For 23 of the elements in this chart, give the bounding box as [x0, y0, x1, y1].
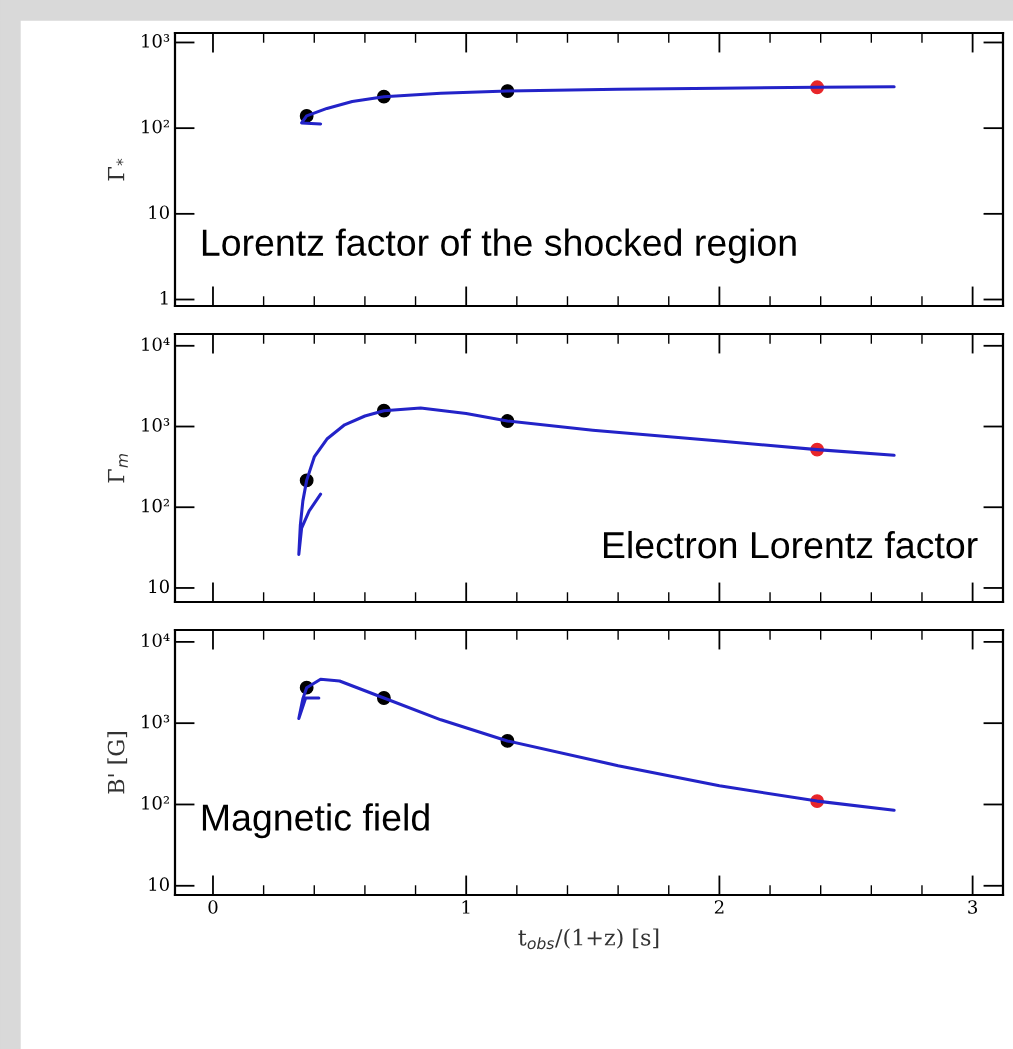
y-tick-label: 10² — [142, 796, 169, 810]
y-axis-title: Γ$_{*}$ — [107, 158, 125, 181]
y-tick-label: 10⁴ — [142, 633, 170, 648]
y-tick-label: 10 — [149, 579, 169, 594]
y-tick-label: 10⁴ — [142, 337, 170, 352]
y-tick-label: 10 — [149, 877, 169, 892]
x-tick-label: 0 — [208, 900, 218, 914]
annotation: Magnetic field — [202, 803, 429, 839]
y-tick-label: 10³ — [142, 34, 170, 48]
x-tick-label: 3 — [968, 900, 978, 914]
x-tick-label: 1 — [462, 900, 470, 914]
y-tick-label: 10³ — [142, 418, 170, 432]
x-axis-title: t$_{obs}$/(1+z) [s] — [518, 928, 659, 950]
y-tick-label: 10³ — [142, 714, 170, 729]
y-axis-title: B' [G] — [107, 732, 128, 794]
y-tick-label: 10 — [149, 205, 169, 220]
y-tick-label: 1 — [160, 291, 168, 305]
annotation: Electron Lorentz factor — [603, 530, 978, 559]
y-tick-label: 10² — [142, 119, 169, 134]
y-tick-label: 10² — [142, 498, 169, 513]
y-axis-title: Γ$_{m}$ — [107, 454, 128, 483]
annotation: Lorentz factor of the shocked region — [202, 228, 796, 264]
x-tick-label: 2 — [714, 900, 724, 914]
